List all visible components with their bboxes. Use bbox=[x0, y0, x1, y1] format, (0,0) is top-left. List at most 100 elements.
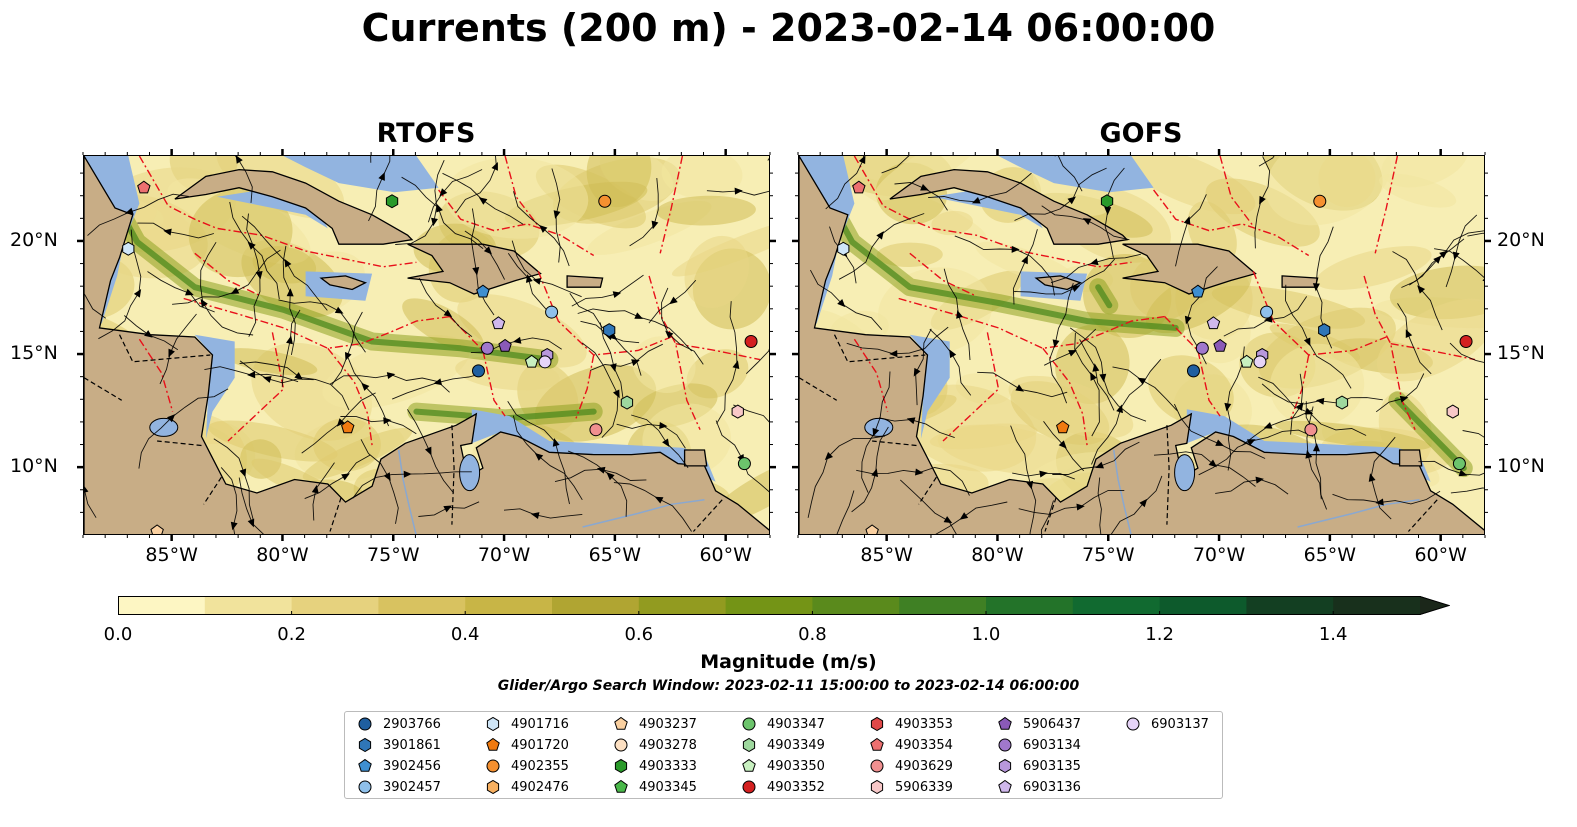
float-marker-4903347 bbox=[1452, 457, 1466, 471]
legend-label: 4902355 bbox=[511, 758, 569, 774]
colorbar-tick-label: 0.8 bbox=[798, 624, 827, 645]
float-marker-4903352 bbox=[1459, 334, 1473, 348]
float-marker-5906339 bbox=[1446, 404, 1459, 419]
colorbar-tick-label: 1.4 bbox=[1318, 624, 1348, 645]
float-marker-6903137 bbox=[1253, 355, 1267, 369]
legend-marker-pentagon bbox=[614, 779, 628, 793]
legend-item-6903136: 6903136 bbox=[997, 777, 1081, 797]
legend-item-4903353: 4903353 bbox=[869, 714, 953, 734]
lon-tick-label: 65°W bbox=[1303, 544, 1357, 566]
legend-label: 4902476 bbox=[511, 779, 569, 795]
legend-item-4903345: 4903345 bbox=[613, 777, 697, 797]
legend-item-4902355: 4902355 bbox=[485, 756, 569, 776]
legend-item-3902456: 3902456 bbox=[357, 756, 441, 776]
colorbar-segment bbox=[378, 596, 466, 615]
float-marker-4903354 bbox=[852, 180, 866, 194]
lat-tick-label: 10°N bbox=[1497, 455, 1545, 478]
map-panel-rtofs bbox=[83, 155, 770, 535]
float-marker-4901716 bbox=[122, 241, 135, 256]
panel-title-gofs: GOFS bbox=[1099, 118, 1183, 149]
legend-marker-circle bbox=[742, 780, 756, 794]
legend-label: 4903345 bbox=[639, 779, 697, 795]
colorbar-label: Magnitude (m/s) bbox=[700, 651, 877, 673]
lat-tick-label: 10°N bbox=[10, 455, 58, 478]
legend-item-6903135: 6903135 bbox=[997, 756, 1081, 776]
legend-marker-hexagon bbox=[742, 737, 756, 753]
legend-item-6903134: 6903134 bbox=[997, 735, 1081, 755]
float-marker-4903349 bbox=[620, 395, 634, 410]
legend-item-4903349: 4903349 bbox=[741, 735, 825, 755]
legend-label: 5906437 bbox=[1023, 716, 1081, 732]
float-marker-6903134 bbox=[1195, 341, 1209, 355]
float-marker-4903629 bbox=[589, 423, 603, 437]
lon-tick-label: 60°W bbox=[1414, 544, 1467, 566]
legend-marker-hexagon bbox=[358, 737, 372, 753]
colorbar-segment bbox=[812, 596, 900, 615]
lon-tick-label: 85°W bbox=[145, 544, 198, 566]
legend-marker-hexagon bbox=[998, 758, 1012, 774]
legend-item-4903333: 4903333 bbox=[613, 756, 697, 776]
map-canvas-rtofs bbox=[84, 156, 769, 534]
search-window-text: Glider/Argo Search Window: 2023-02-11 15… bbox=[497, 678, 1080, 694]
legend-marker-hexagon bbox=[614, 758, 628, 774]
axis-ticks bbox=[77, 149, 1491, 541]
float-marker-4903352 bbox=[744, 334, 758, 348]
land-trinidad bbox=[1398, 449, 1423, 467]
float-marker-4903333 bbox=[1100, 194, 1114, 209]
legend-marker-pentagon bbox=[486, 737, 500, 751]
legend-item-3902457: 3902457 bbox=[357, 777, 441, 797]
float-marker-6903137 bbox=[538, 355, 552, 369]
legend-item-6903137: 6903137 bbox=[1125, 714, 1209, 734]
float-marker-3902456 bbox=[1191, 284, 1205, 298]
float-marker-4903354 bbox=[137, 180, 151, 194]
lat-tick-label: 15°N bbox=[10, 342, 58, 365]
legend-item-3901861: 3901861 bbox=[357, 735, 441, 755]
legend-marker-circle bbox=[1126, 717, 1140, 731]
colorbar-segment bbox=[1072, 596, 1161, 615]
legend-label: 4901716 bbox=[511, 716, 569, 732]
float-marker-6903136 bbox=[1206, 316, 1221, 330]
float-marker-4902355 bbox=[1313, 194, 1327, 208]
figure-title: Currents (200 m) - 2023-02-14 06:00:00 bbox=[361, 6, 1216, 50]
lon-tick-label: 60°W bbox=[699, 544, 752, 566]
float-marker-6903136 bbox=[491, 316, 506, 330]
legend-item-2903766: 2903766 bbox=[357, 714, 441, 734]
legend-marker-pentagon bbox=[998, 716, 1012, 730]
legend-label: 4903237 bbox=[639, 716, 697, 732]
legend-label: 6903137 bbox=[1151, 716, 1209, 732]
legend-label: 4903278 bbox=[639, 737, 697, 753]
colorbar-segment bbox=[552, 596, 640, 615]
legend-marker-pentagon bbox=[998, 779, 1012, 793]
legend-marker-hexagon bbox=[486, 779, 500, 795]
legend-label: 3902457 bbox=[383, 779, 441, 795]
float-marker-4903350 bbox=[1239, 354, 1254, 368]
colorbar-segment bbox=[986, 596, 1074, 615]
colorbar-segment bbox=[1333, 596, 1421, 615]
legend-marker-hexagon bbox=[486, 716, 500, 732]
map-canvas-gofs bbox=[799, 156, 1484, 534]
legend-label: 4903354 bbox=[895, 737, 953, 753]
legend-marker-pentagon bbox=[358, 758, 372, 772]
land-jamaica bbox=[319, 275, 368, 291]
colorbar-segment bbox=[638, 596, 727, 615]
legend-item-4903347: 4903347 bbox=[741, 714, 825, 734]
map-panel-gofs bbox=[798, 155, 1485, 535]
land-trinidad bbox=[683, 449, 708, 467]
float-marker-5906437 bbox=[498, 338, 512, 352]
legend-marker-circle bbox=[486, 759, 500, 773]
float-marker-3902457 bbox=[1260, 305, 1274, 319]
legend-label: 3902456 bbox=[383, 758, 441, 774]
float-legend: 2903766 3901861 3902456 3902457 4901716 49017… bbox=[344, 711, 1223, 799]
legend-marker-pentagon bbox=[614, 716, 628, 730]
float-marker-6903134 bbox=[480, 341, 494, 355]
colorbar-tick-label: 0.0 bbox=[103, 624, 133, 645]
float-marker-4903347 bbox=[737, 457, 751, 471]
legend-marker-pentagon bbox=[870, 737, 884, 751]
legend-label: 4903352 bbox=[767, 779, 825, 795]
lon-tick-label: 70°W bbox=[477, 544, 531, 566]
legend-item-4901720: 4901720 bbox=[485, 735, 569, 755]
lat-tick-label: 20°N bbox=[1497, 228, 1545, 251]
legend-item-4901716: 4901716 bbox=[485, 714, 569, 734]
panel-title-rtofs: RTOFS bbox=[376, 118, 476, 149]
legend-item-4902476: 4902476 bbox=[485, 777, 569, 797]
